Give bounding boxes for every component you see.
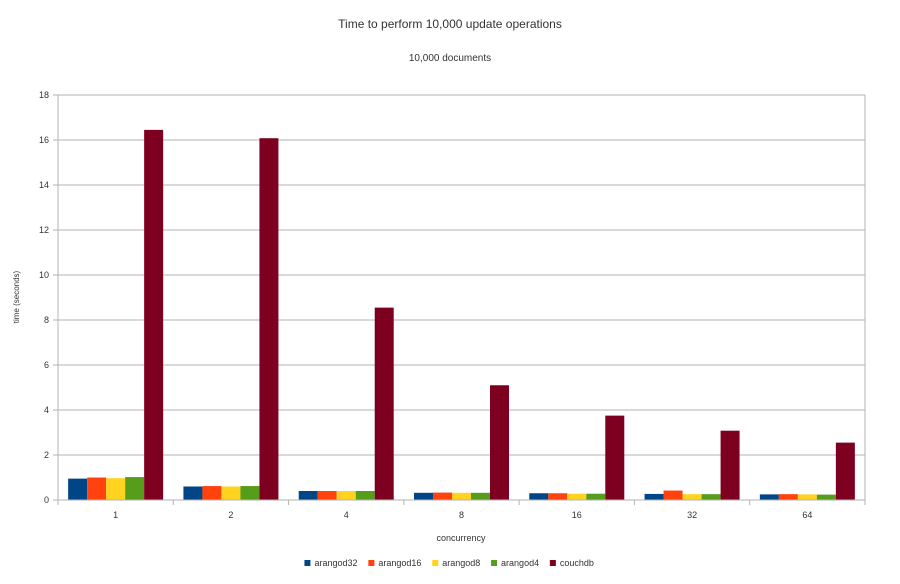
bar-arangod32-4 bbox=[298, 491, 318, 500]
y-tick-label: 12 bbox=[39, 225, 49, 235]
x-tick-label: 8 bbox=[459, 510, 464, 520]
legend-label: arangod32 bbox=[314, 558, 357, 568]
bar-arangod8-64 bbox=[797, 494, 817, 500]
legend-item-arangod32: arangod32 bbox=[304, 558, 357, 568]
bar-arangod32-64 bbox=[759, 494, 779, 500]
bar-arangod32-2 bbox=[183, 486, 203, 500]
bar-arangod4-2 bbox=[240, 486, 260, 500]
x-tick-label: 32 bbox=[687, 510, 697, 520]
legend-label: arangod8 bbox=[442, 558, 480, 568]
bar-couchdb-32 bbox=[720, 430, 740, 500]
y-tick-label: 6 bbox=[44, 360, 49, 370]
legend-swatch bbox=[368, 560, 375, 566]
y-tick-label: 14 bbox=[39, 180, 49, 190]
bar-arangod4-32 bbox=[701, 494, 721, 500]
legend: arangod32 arangod16 arangod8 arangod4 couchd… bbox=[304, 558, 594, 568]
x-tick-label: 2 bbox=[228, 510, 233, 520]
y-tick-label: 16 bbox=[39, 135, 49, 145]
bars-layer bbox=[68, 129, 855, 500]
x-axis-label: concurrency bbox=[436, 533, 486, 543]
bar-arangod16-8 bbox=[433, 492, 452, 500]
bar-couchdb-4 bbox=[374, 307, 394, 500]
bar-arangod32-1 bbox=[68, 478, 88, 500]
legend-item-couchdb: couchdb bbox=[549, 558, 594, 568]
x-tick-label: 1 bbox=[113, 510, 118, 520]
bar-arangod32-32 bbox=[644, 493, 664, 500]
bar-arangod4-16 bbox=[586, 493, 606, 500]
grid-layer bbox=[58, 94, 865, 501]
bar-arangod8-2 bbox=[221, 486, 241, 500]
y-axis-label: time (seconds) bbox=[12, 270, 21, 323]
bar-arangod16-16 bbox=[548, 493, 568, 500]
bar-arangod4-8 bbox=[471, 492, 490, 500]
y-tick-label: 8 bbox=[44, 315, 49, 325]
bar-arangod8-8 bbox=[452, 492, 471, 500]
legend-label: arangod4 bbox=[501, 558, 539, 568]
legend-label: couchdb bbox=[560, 558, 594, 568]
bar-arangod4-4 bbox=[355, 491, 375, 500]
bar-arangod32-8 bbox=[414, 492, 433, 500]
bar-arangod8-32 bbox=[682, 494, 702, 500]
bar-couchdb-64 bbox=[835, 442, 855, 500]
legend-swatch bbox=[491, 560, 498, 566]
y-tick-label: 4 bbox=[44, 405, 49, 415]
bar-arangod16-1 bbox=[87, 477, 107, 500]
bar-couchdb-2 bbox=[259, 138, 279, 500]
chart-title: Time to perform 10,000 update operations bbox=[338, 17, 562, 31]
legend-swatch bbox=[549, 560, 556, 566]
bar-arangod16-4 bbox=[317, 491, 337, 500]
bar-arangod8-16 bbox=[567, 493, 587, 500]
y-tick-label: 18 bbox=[39, 90, 49, 100]
bar-arangod8-1 bbox=[106, 478, 126, 500]
legend-label: arangod16 bbox=[378, 558, 421, 568]
x-tick-label: 16 bbox=[572, 510, 582, 520]
bar-couchdb-16 bbox=[605, 415, 625, 500]
x-tick-label: 4 bbox=[344, 510, 349, 520]
bar-arangod4-64 bbox=[816, 494, 836, 500]
chart-subtitle: 10,000 documents bbox=[409, 53, 491, 64]
legend-swatch bbox=[432, 560, 439, 566]
bar-arangod32-16 bbox=[529, 493, 549, 500]
legend-item-arangod16: arangod16 bbox=[368, 558, 421, 568]
bar-couchdb-8 bbox=[490, 385, 509, 500]
y-tick-label: 10 bbox=[39, 270, 49, 280]
y-tick-label: 0 bbox=[44, 495, 49, 505]
bar-couchdb-1 bbox=[144, 129, 164, 500]
legend-item-arangod8: arangod8 bbox=[432, 558, 480, 568]
x-tick-label: 64 bbox=[802, 510, 812, 520]
legend-swatch bbox=[304, 560, 311, 566]
legend-item-arangod4: arangod4 bbox=[491, 558, 539, 568]
bar-arangod16-32 bbox=[663, 490, 683, 500]
bar-arangod16-2 bbox=[202, 486, 222, 500]
bar-arangod16-64 bbox=[778, 494, 798, 500]
y-tick-label: 2 bbox=[44, 450, 49, 460]
bar-arangod8-4 bbox=[336, 491, 356, 500]
bar-arangod4-1 bbox=[125, 477, 145, 500]
